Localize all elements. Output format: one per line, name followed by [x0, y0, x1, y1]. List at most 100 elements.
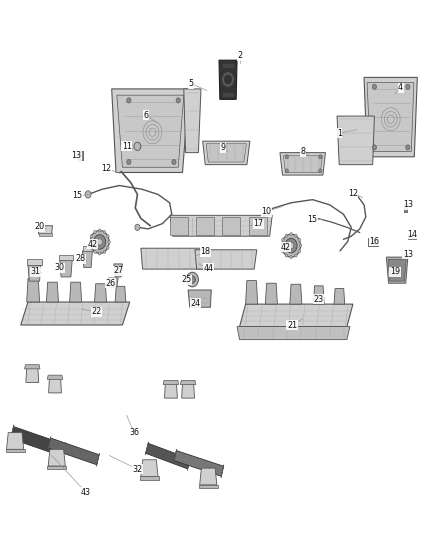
- Polygon shape: [170, 215, 272, 236]
- Bar: [403, 203, 407, 212]
- Polygon shape: [364, 77, 417, 157]
- Circle shape: [290, 255, 293, 259]
- Polygon shape: [290, 284, 302, 304]
- Polygon shape: [21, 302, 130, 325]
- Polygon shape: [200, 468, 217, 485]
- Polygon shape: [27, 279, 39, 302]
- Polygon shape: [140, 477, 159, 480]
- Text: 20: 20: [35, 222, 45, 231]
- Polygon shape: [141, 248, 205, 269]
- Text: 28: 28: [76, 254, 86, 263]
- Polygon shape: [199, 485, 218, 488]
- Polygon shape: [28, 265, 41, 281]
- Polygon shape: [25, 365, 40, 369]
- Circle shape: [299, 244, 302, 247]
- Polygon shape: [112, 89, 189, 173]
- Circle shape: [318, 169, 322, 173]
- Circle shape: [135, 224, 140, 230]
- Text: 11: 11: [122, 142, 132, 151]
- Polygon shape: [203, 141, 250, 165]
- Text: 19: 19: [390, 267, 400, 276]
- Circle shape: [94, 230, 96, 233]
- Polygon shape: [117, 95, 184, 167]
- Text: 14: 14: [407, 230, 417, 239]
- Polygon shape: [246, 280, 258, 304]
- Polygon shape: [182, 384, 194, 398]
- Circle shape: [285, 169, 289, 173]
- Circle shape: [99, 252, 101, 255]
- Bar: [249, 217, 267, 235]
- Circle shape: [103, 230, 106, 233]
- Bar: [59, 255, 73, 260]
- Polygon shape: [108, 278, 118, 287]
- Bar: [170, 217, 188, 235]
- Text: 16: 16: [369, 237, 379, 246]
- Text: 6: 6: [144, 110, 148, 119]
- Polygon shape: [408, 235, 416, 239]
- Polygon shape: [11, 426, 65, 456]
- Text: 13: 13: [403, 200, 413, 209]
- Polygon shape: [96, 453, 99, 466]
- Circle shape: [290, 232, 293, 236]
- Polygon shape: [195, 250, 257, 269]
- Text: 21: 21: [287, 320, 297, 329]
- Polygon shape: [145, 443, 190, 469]
- Polygon shape: [221, 465, 224, 478]
- Polygon shape: [174, 450, 223, 477]
- Circle shape: [222, 71, 234, 87]
- Polygon shape: [70, 282, 81, 302]
- Circle shape: [298, 238, 300, 241]
- Circle shape: [94, 235, 106, 249]
- Text: 24: 24: [191, 298, 201, 308]
- Bar: [403, 253, 407, 261]
- Polygon shape: [145, 442, 148, 455]
- Text: 13: 13: [71, 151, 81, 160]
- Circle shape: [90, 246, 93, 249]
- Circle shape: [285, 155, 289, 159]
- Polygon shape: [219, 60, 237, 99]
- Circle shape: [294, 234, 297, 237]
- Polygon shape: [314, 286, 324, 304]
- Text: 2: 2: [237, 52, 242, 61]
- Polygon shape: [388, 259, 406, 281]
- Circle shape: [127, 98, 131, 103]
- Polygon shape: [6, 449, 25, 453]
- Bar: [223, 63, 234, 68]
- Circle shape: [176, 98, 180, 103]
- Text: 42: 42: [280, 243, 290, 252]
- Polygon shape: [386, 257, 408, 283]
- Circle shape: [285, 234, 288, 237]
- Text: 31: 31: [30, 267, 40, 276]
- Polygon shape: [10, 425, 14, 440]
- Polygon shape: [283, 156, 322, 173]
- Text: 25: 25: [182, 275, 192, 284]
- Text: 15: 15: [307, 215, 318, 224]
- Circle shape: [372, 145, 377, 150]
- Circle shape: [406, 84, 410, 90]
- Polygon shape: [62, 442, 65, 458]
- Circle shape: [90, 230, 109, 254]
- Polygon shape: [48, 437, 51, 449]
- Circle shape: [280, 244, 283, 247]
- Polygon shape: [188, 290, 211, 307]
- Text: 1: 1: [337, 129, 342, 138]
- Polygon shape: [47, 375, 63, 379]
- Bar: [223, 92, 234, 97]
- Circle shape: [282, 250, 284, 253]
- Circle shape: [90, 235, 93, 238]
- Polygon shape: [46, 282, 58, 302]
- Circle shape: [282, 238, 284, 241]
- Circle shape: [103, 251, 106, 254]
- Text: 17: 17: [254, 219, 264, 228]
- Polygon shape: [95, 284, 106, 302]
- Circle shape: [289, 243, 294, 249]
- Circle shape: [85, 191, 91, 198]
- Text: 26: 26: [106, 279, 116, 288]
- Circle shape: [282, 234, 300, 257]
- Circle shape: [89, 240, 92, 244]
- Bar: [196, 217, 214, 235]
- Polygon shape: [174, 449, 177, 462]
- Bar: [27, 259, 42, 265]
- Text: 44: 44: [203, 263, 213, 272]
- Bar: [223, 217, 240, 235]
